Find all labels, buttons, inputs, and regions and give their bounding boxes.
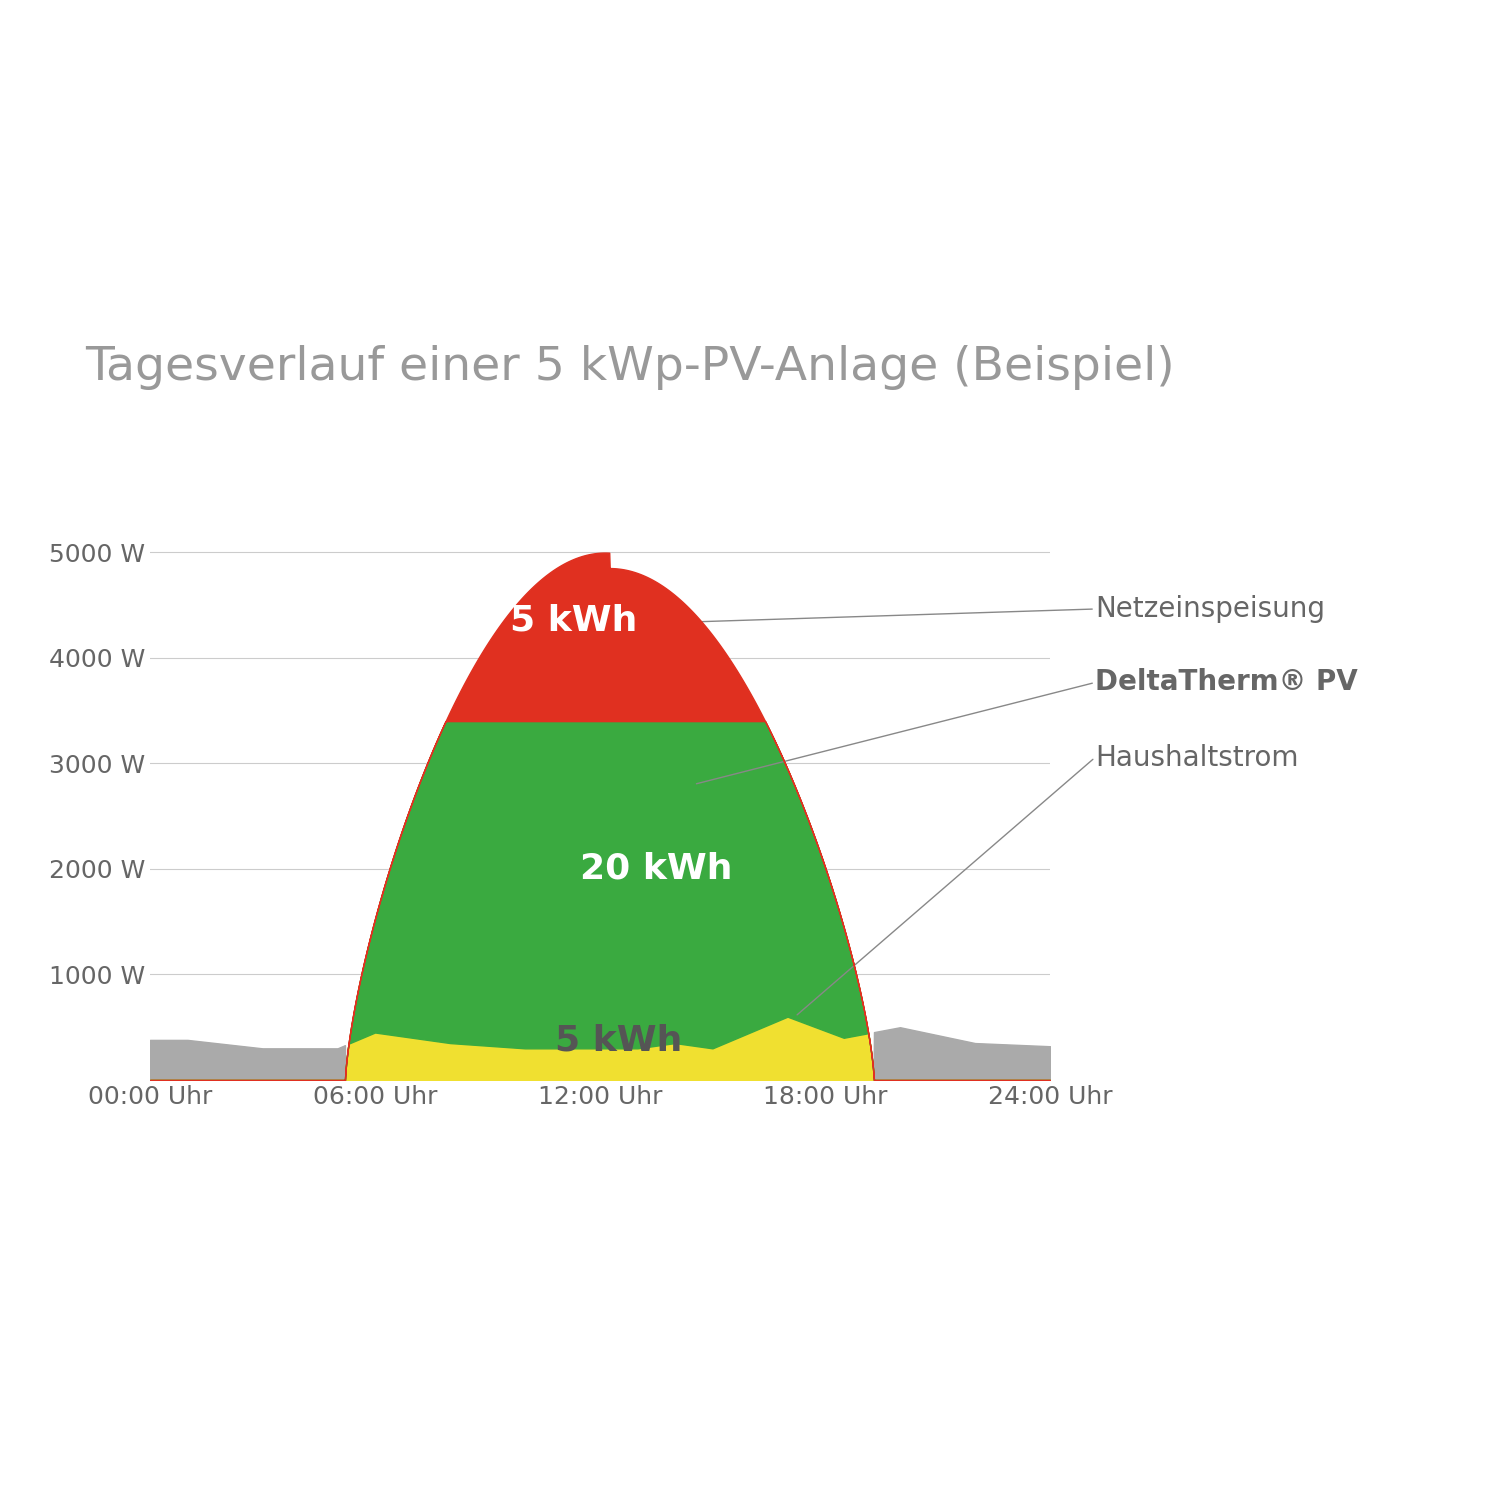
Text: 5 kWh: 5 kWh [510,604,638,638]
Text: Tagesverlauf einer 5 kWp-PV-Anlage (Beispiel): Tagesverlauf einer 5 kWp-PV-Anlage (Beis… [86,345,1174,390]
Text: Haushaltstrom: Haushaltstrom [1095,744,1299,771]
Text: 5 kWh: 5 kWh [555,1024,682,1057]
Text: Netzeinspeisung: Netzeinspeisung [1095,596,1324,622]
Text: DeltaTherm® PV: DeltaTherm® PV [1095,669,1358,696]
Text: 20 kWh: 20 kWh [580,852,732,886]
